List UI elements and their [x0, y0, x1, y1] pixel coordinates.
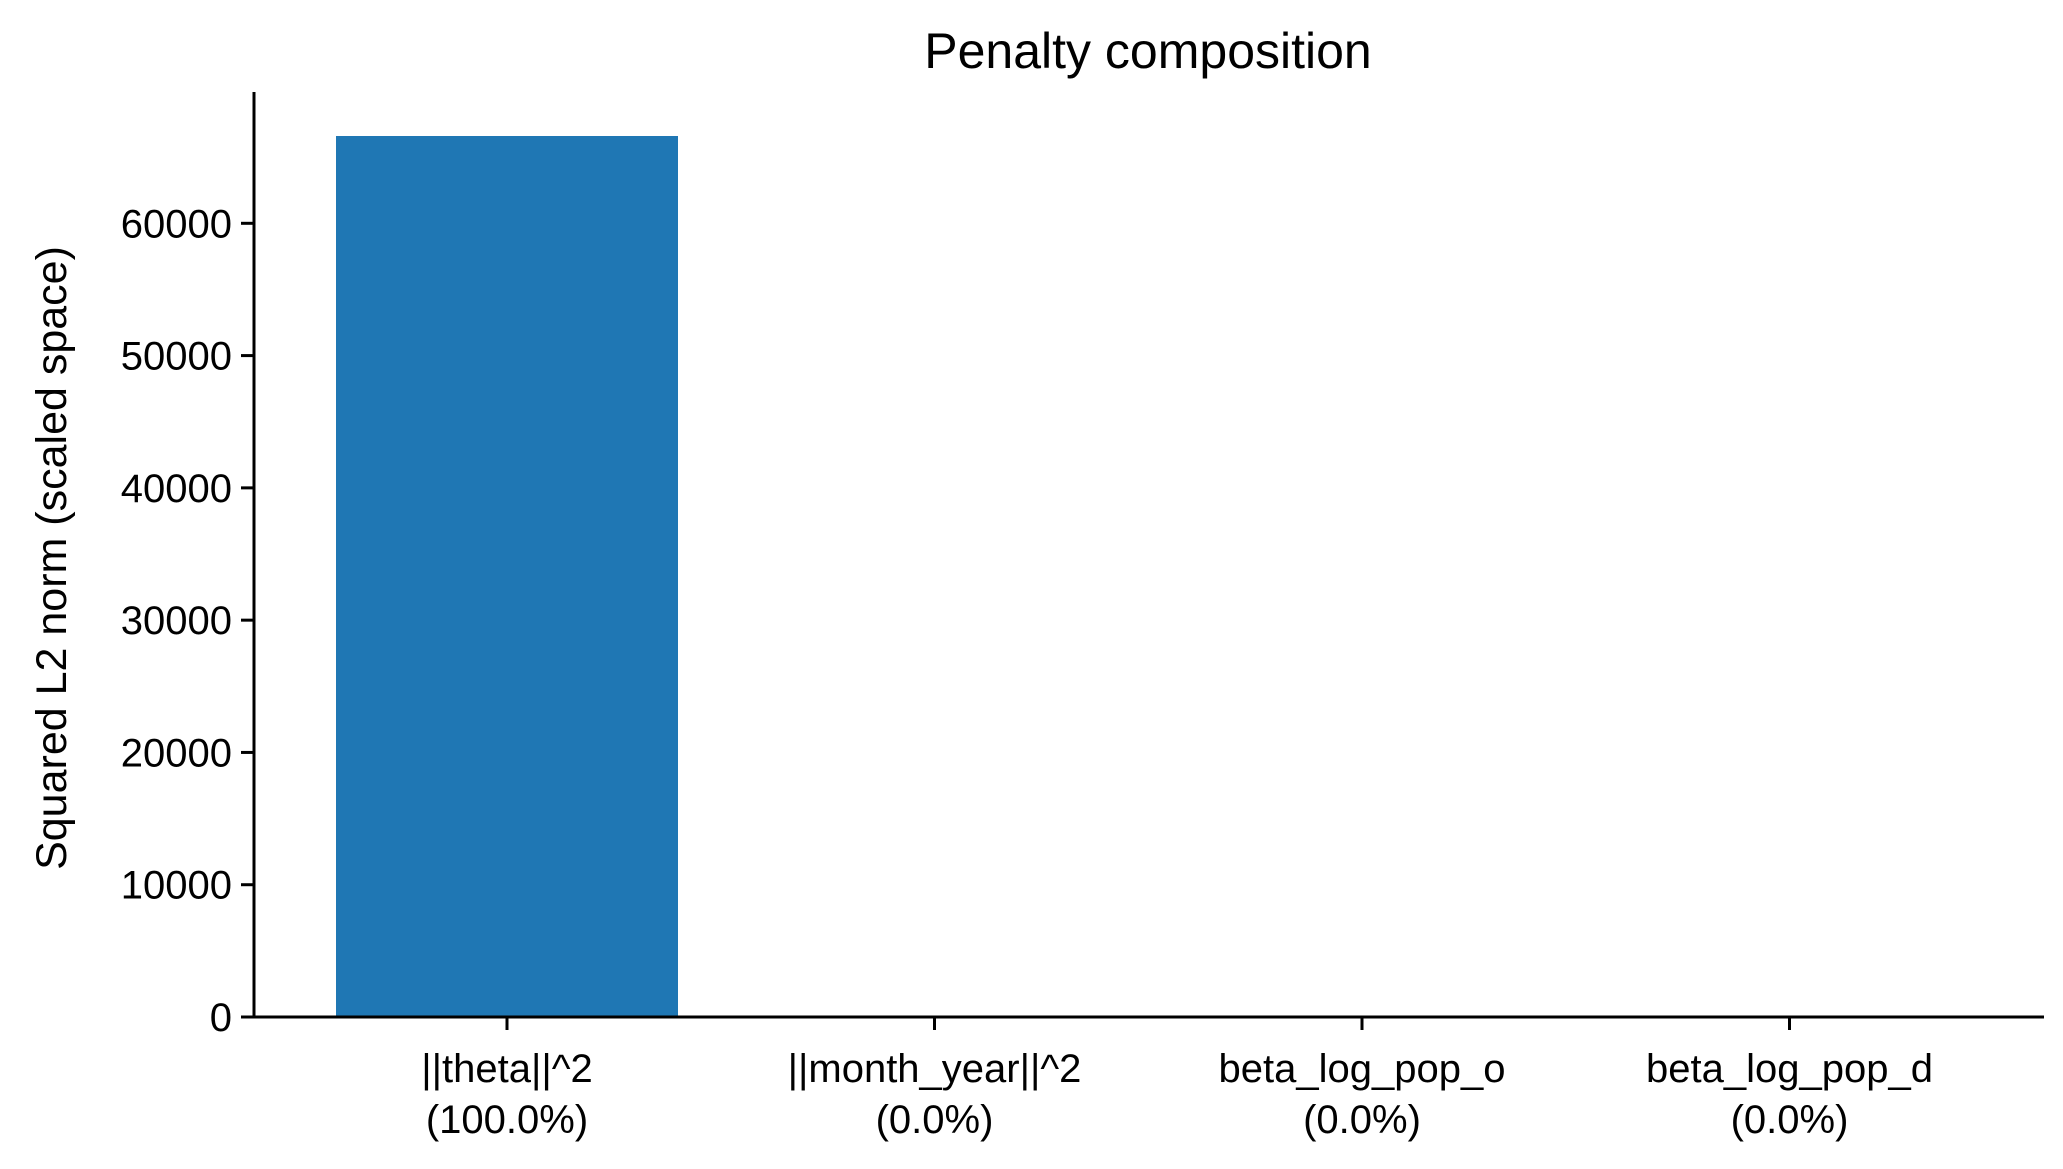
y-tick-label-5: 50000 — [121, 335, 232, 379]
y-axis-label: Squared L2 norm (scaled space) — [28, 246, 76, 870]
y-tick-label-3: 30000 — [121, 599, 232, 643]
x-tick-label-3: beta_log_pop_d — [1646, 1047, 1933, 1091]
y-axis-ticks: 0 10000 20000 30000 40000 50000 60000 — [121, 202, 254, 1040]
y-tick-label-1: 10000 — [121, 864, 232, 908]
bars-group — [336, 136, 678, 1017]
x-tick-label-2: beta_log_pop_o — [1219, 1047, 1506, 1091]
x-tick-label-1: ||month_year||^2 — [788, 1047, 1082, 1091]
x-tick-share-3: (0.0%) — [1731, 1098, 1849, 1142]
x-tick-share-1: (0.0%) — [876, 1098, 994, 1142]
bar-0 — [336, 136, 678, 1017]
y-tick-label-0: 0 — [210, 996, 232, 1040]
y-tick-label-2: 20000 — [121, 731, 232, 775]
y-tick-label-6: 60000 — [121, 202, 232, 246]
x-tick-share-0: (100.0%) — [426, 1098, 588, 1142]
x-axis-ticks: ||theta||^2 (100.0%) ||month_year||^2 (0.0%… — [421, 1017, 1933, 1142]
y-tick-label-4: 40000 — [121, 467, 232, 511]
x-tick-share-2: (0.0%) — [1303, 1098, 1421, 1142]
x-tick-label-0: ||theta||^2 — [421, 1047, 593, 1091]
chart-title: Penalty composition — [924, 23, 1371, 79]
